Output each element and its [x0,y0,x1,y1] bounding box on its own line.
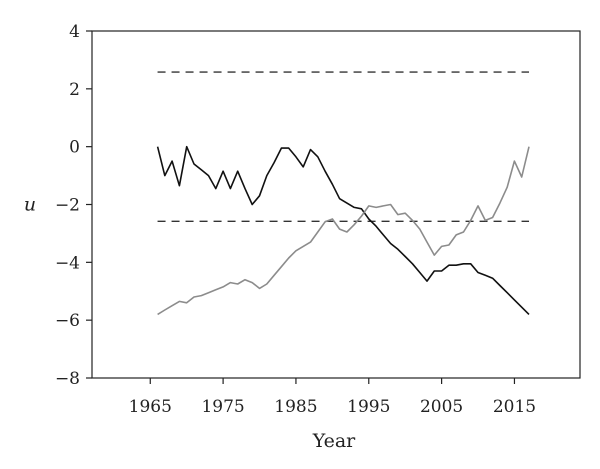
y-tick-label: 0 [69,138,80,158]
series-line-gray [157,146,530,316]
reference-lines [157,71,530,222]
y-tick-label: −8 [55,369,80,389]
series-lines [156,145,530,316]
x-tick-label: 1995 [347,397,390,417]
y-tick-label: −6 [55,311,80,331]
plot-frame [91,30,581,379]
y-axis-ticks: 4 2 0 −2 −4 −6 −8 [55,22,92,389]
x-tick-label: 2015 [493,397,536,417]
y-tick-label: 2 [69,80,80,100]
x-tick-label: 1985 [274,397,317,417]
y-tick-label: 4 [69,22,80,42]
x-axis-ticks: 1965 1975 1985 1995 2005 2015 [129,378,536,417]
series-line-black [156,145,530,315]
x-tick-label: 2005 [420,397,463,417]
x-axis-title: Year [312,430,356,452]
plot-area [91,30,581,379]
y-tick-label: −4 [55,253,80,273]
y-tick-label: −2 [55,196,80,216]
y-axis-title: u [24,194,36,216]
x-tick-label: 1975 [201,397,244,417]
x-tick-label: 1965 [129,397,172,417]
